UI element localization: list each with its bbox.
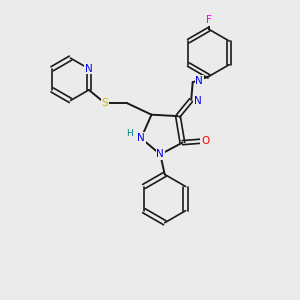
Text: N: N: [194, 96, 202, 106]
Text: N: N: [156, 149, 164, 159]
Text: S: S: [102, 98, 108, 108]
Text: H: H: [127, 129, 134, 138]
Text: N: N: [85, 64, 93, 74]
Text: N: N: [195, 76, 203, 86]
Text: N: N: [137, 133, 145, 143]
Text: O: O: [201, 136, 209, 146]
Text: F: F: [206, 15, 212, 25]
